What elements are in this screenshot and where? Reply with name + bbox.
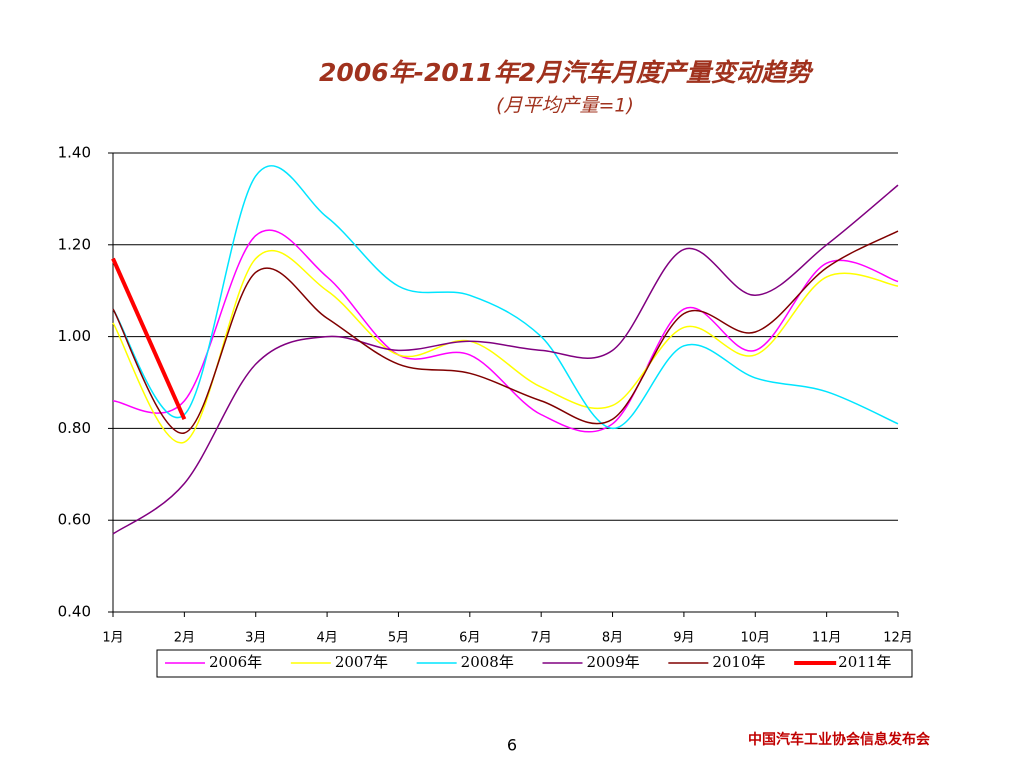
y-tick-label: 0.80 — [58, 419, 91, 437]
page-number: 6 — [507, 736, 517, 755]
legend-label: 2009年 — [587, 653, 640, 671]
y-tick-label: 0.40 — [58, 603, 91, 621]
x-tick-label: 5月 — [388, 631, 409, 646]
y-tick-label: 1.00 — [58, 327, 91, 345]
y-tick-label: 1.20 — [58, 235, 91, 253]
footer-org: 中国汽车工业协会信息发布会 — [748, 731, 931, 748]
y-tick-label: 1.40 — [58, 144, 91, 162]
x-tick-label: 10月 — [740, 631, 770, 646]
series-line — [112, 184, 899, 535]
legend-label: 2010年 — [712, 653, 765, 671]
legend-box — [156, 649, 913, 678]
series-line — [112, 230, 899, 434]
x-tick-label: 7月 — [531, 631, 552, 646]
legend-label: 2011年 — [838, 653, 891, 671]
legend-label: 2007年 — [335, 653, 388, 671]
series-line — [112, 250, 899, 444]
chart-title: 2006年-2011年2月汽车月度产量变动趋势 — [319, 58, 814, 87]
x-tick-label: 4月 — [316, 631, 337, 646]
series-line — [112, 165, 899, 430]
x-tick-label: 8月 — [602, 631, 623, 646]
legend-label: 2008年 — [461, 653, 514, 671]
x-tick-label: 6月 — [459, 631, 480, 646]
x-tick-label: 12月 — [883, 631, 913, 646]
x-tick-label: 11月 — [812, 631, 842, 646]
series-line — [111, 257, 187, 421]
x-tick-label: 9月 — [673, 631, 694, 646]
y-tick-label: 0.60 — [58, 511, 91, 529]
series-line — [112, 229, 899, 433]
x-tick-label: 2月 — [174, 631, 195, 646]
x-tick-label: 1月 — [102, 631, 123, 646]
chart-subtitle: (月平均产量=1) — [496, 95, 634, 117]
x-tick-label: 3月 — [245, 631, 266, 646]
legend-label: 2006年 — [209, 653, 262, 671]
